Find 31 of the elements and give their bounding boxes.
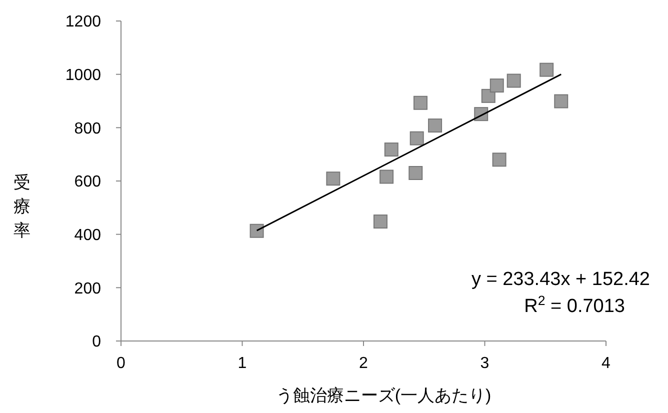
point (490, 78, 504, 93)
x-tick-label: 3 (480, 355, 490, 372)
point (373, 214, 388, 229)
y-tick-label: 600 (74, 174, 102, 191)
point (380, 170, 394, 184)
y-tick-label: 1000 (65, 66, 102, 84)
y-tick-label: 200 (74, 280, 102, 298)
y-tick-label: 800 (74, 120, 102, 138)
point (413, 96, 428, 110)
x-tick-label: 0 (116, 355, 126, 372)
point (506, 74, 521, 88)
x-tick-label: 2 (359, 355, 368, 372)
point (428, 118, 442, 133)
point (540, 62, 554, 77)
y-tick-label: 400 (74, 226, 102, 244)
y-axis-title: 受療率 (14, 173, 30, 240)
x-tick-label: 4 (602, 355, 611, 372)
annotation: R$^{2}$ = 0.7013 (524, 292, 625, 317)
point (408, 166, 423, 180)
point (492, 152, 506, 167)
point (410, 131, 424, 146)
point (384, 142, 398, 157)
y-tick-label: 1200 (65, 14, 102, 31)
x-axis-title: う蝕治療ニーズ(一人あたり) (276, 386, 492, 405)
annotation: y = 233.43x + 152.42 (471, 269, 650, 290)
point (554, 94, 568, 108)
point (250, 224, 264, 238)
point (326, 172, 340, 186)
x-tick-label: 1 (238, 355, 247, 372)
y-tick-label: 0 (92, 334, 102, 351)
point (481, 88, 496, 103)
